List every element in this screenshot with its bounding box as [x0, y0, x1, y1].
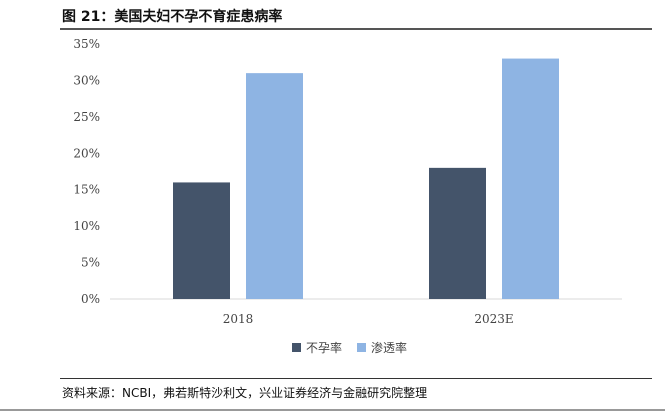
legend-label-penetration-rate: 渗透率 — [371, 340, 407, 355]
y-tick-label: 15% — [73, 183, 100, 197]
source-divider — [60, 378, 652, 379]
figure-title: 图 21：美国夫妇不孕不育症患病率 — [62, 9, 283, 25]
title-divider — [60, 28, 652, 30]
bar-penetration-rate-2023e — [502, 58, 559, 299]
y-tick-label: 5% — [81, 256, 100, 270]
legend-label-infertility-rate: 不孕率 — [306, 340, 342, 355]
bar-penetration-rate-2018 — [246, 73, 303, 299]
bar-infertility-rate-2018 — [173, 182, 230, 299]
bar-infertility-rate-2023e — [429, 167, 486, 299]
source-note: 资料来源：NCBI，弗若斯特沙利文，兴业证券经济与金融研究院整理 — [62, 386, 428, 400]
x-tick-label: 2018 — [223, 312, 254, 326]
y-tick-label: 35% — [73, 37, 100, 51]
x-tick-label: 2023E — [474, 312, 513, 326]
y-tick-label: 25% — [73, 110, 100, 124]
legend-swatch-infertility-rate — [292, 343, 301, 352]
y-tick-label: 30% — [73, 73, 100, 87]
y-tick-label: 0% — [81, 292, 100, 306]
legend-swatch-penetration-rate — [357, 343, 366, 352]
figure-header: 图 21：美国夫妇不孕不育症患病率 — [0, 0, 665, 30]
page-bottom-divider — [0, 409, 665, 411]
y-tick-label: 10% — [73, 219, 100, 233]
bar-chart: 0% 5% 10% 15% 20% 25% 30% 35% 2018 2023E 不孕率 渗透率 — [73, 37, 622, 355]
y-tick-label: 20% — [73, 146, 100, 160]
